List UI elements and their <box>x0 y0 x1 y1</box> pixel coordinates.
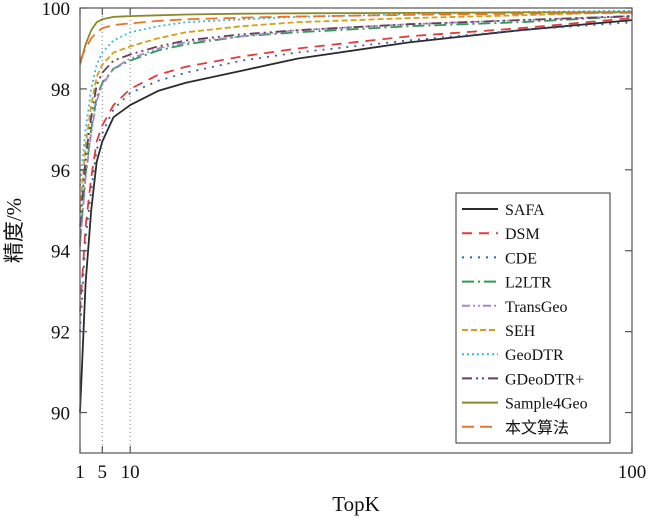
y-tick-label: 92 <box>51 323 70 344</box>
series-line-3 <box>79 15 633 243</box>
legend-label-9: 本文算法 <box>505 418 569 437</box>
legend-label-0: SAFA <box>505 202 545 219</box>
series-line-0 <box>79 19 633 413</box>
legend-label-6: GeoDTR <box>505 347 564 364</box>
y-tick-label: 94 <box>51 242 71 263</box>
series-line-9 <box>79 12 633 61</box>
x-tick-label: 5 <box>98 462 108 483</box>
y-tick-label: 100 <box>42 0 71 20</box>
series-line-5 <box>79 11 633 211</box>
legend-label-5: SEH <box>505 323 536 340</box>
x-axis-label: TopK <box>332 492 380 516</box>
legend: SAFA DSM CDE L2LTR TransGeo SEH GeoDTR GDeoDTR+… <box>455 192 611 444</box>
reference-lines <box>101 8 131 453</box>
series-line-6 <box>79 9 633 187</box>
legend-label-7: GDeoDTR+ <box>505 371 584 388</box>
legend-label-8: Sample4Geo <box>505 396 588 413</box>
legend-label-3: L2LTR <box>505 275 552 292</box>
legend-label-4: TransGeo <box>505 299 568 316</box>
legend-label-2: CDE <box>505 250 537 267</box>
series-line-4 <box>79 15 633 247</box>
y-tick-label: 96 <box>51 161 70 182</box>
x-tick-label: 1 <box>75 462 85 483</box>
axis-ticks: 1 5 10 100 90 92 94 96 98 100 <box>42 0 647 483</box>
x-tick-label: 10 <box>121 462 140 483</box>
y-tick-label: 98 <box>51 80 70 101</box>
series-line-8 <box>79 11 633 65</box>
legend-label-1: DSM <box>505 226 540 243</box>
series-line-2 <box>79 21 633 332</box>
y-tick-label: 90 <box>51 404 70 425</box>
series-line-1 <box>79 17 633 312</box>
x-tick-label: 100 <box>618 462 647 483</box>
y-axis-label: 精度/% <box>2 198 26 263</box>
series-layer <box>79 9 633 413</box>
plot-frame <box>79 7 633 454</box>
legend-box <box>455 192 611 444</box>
